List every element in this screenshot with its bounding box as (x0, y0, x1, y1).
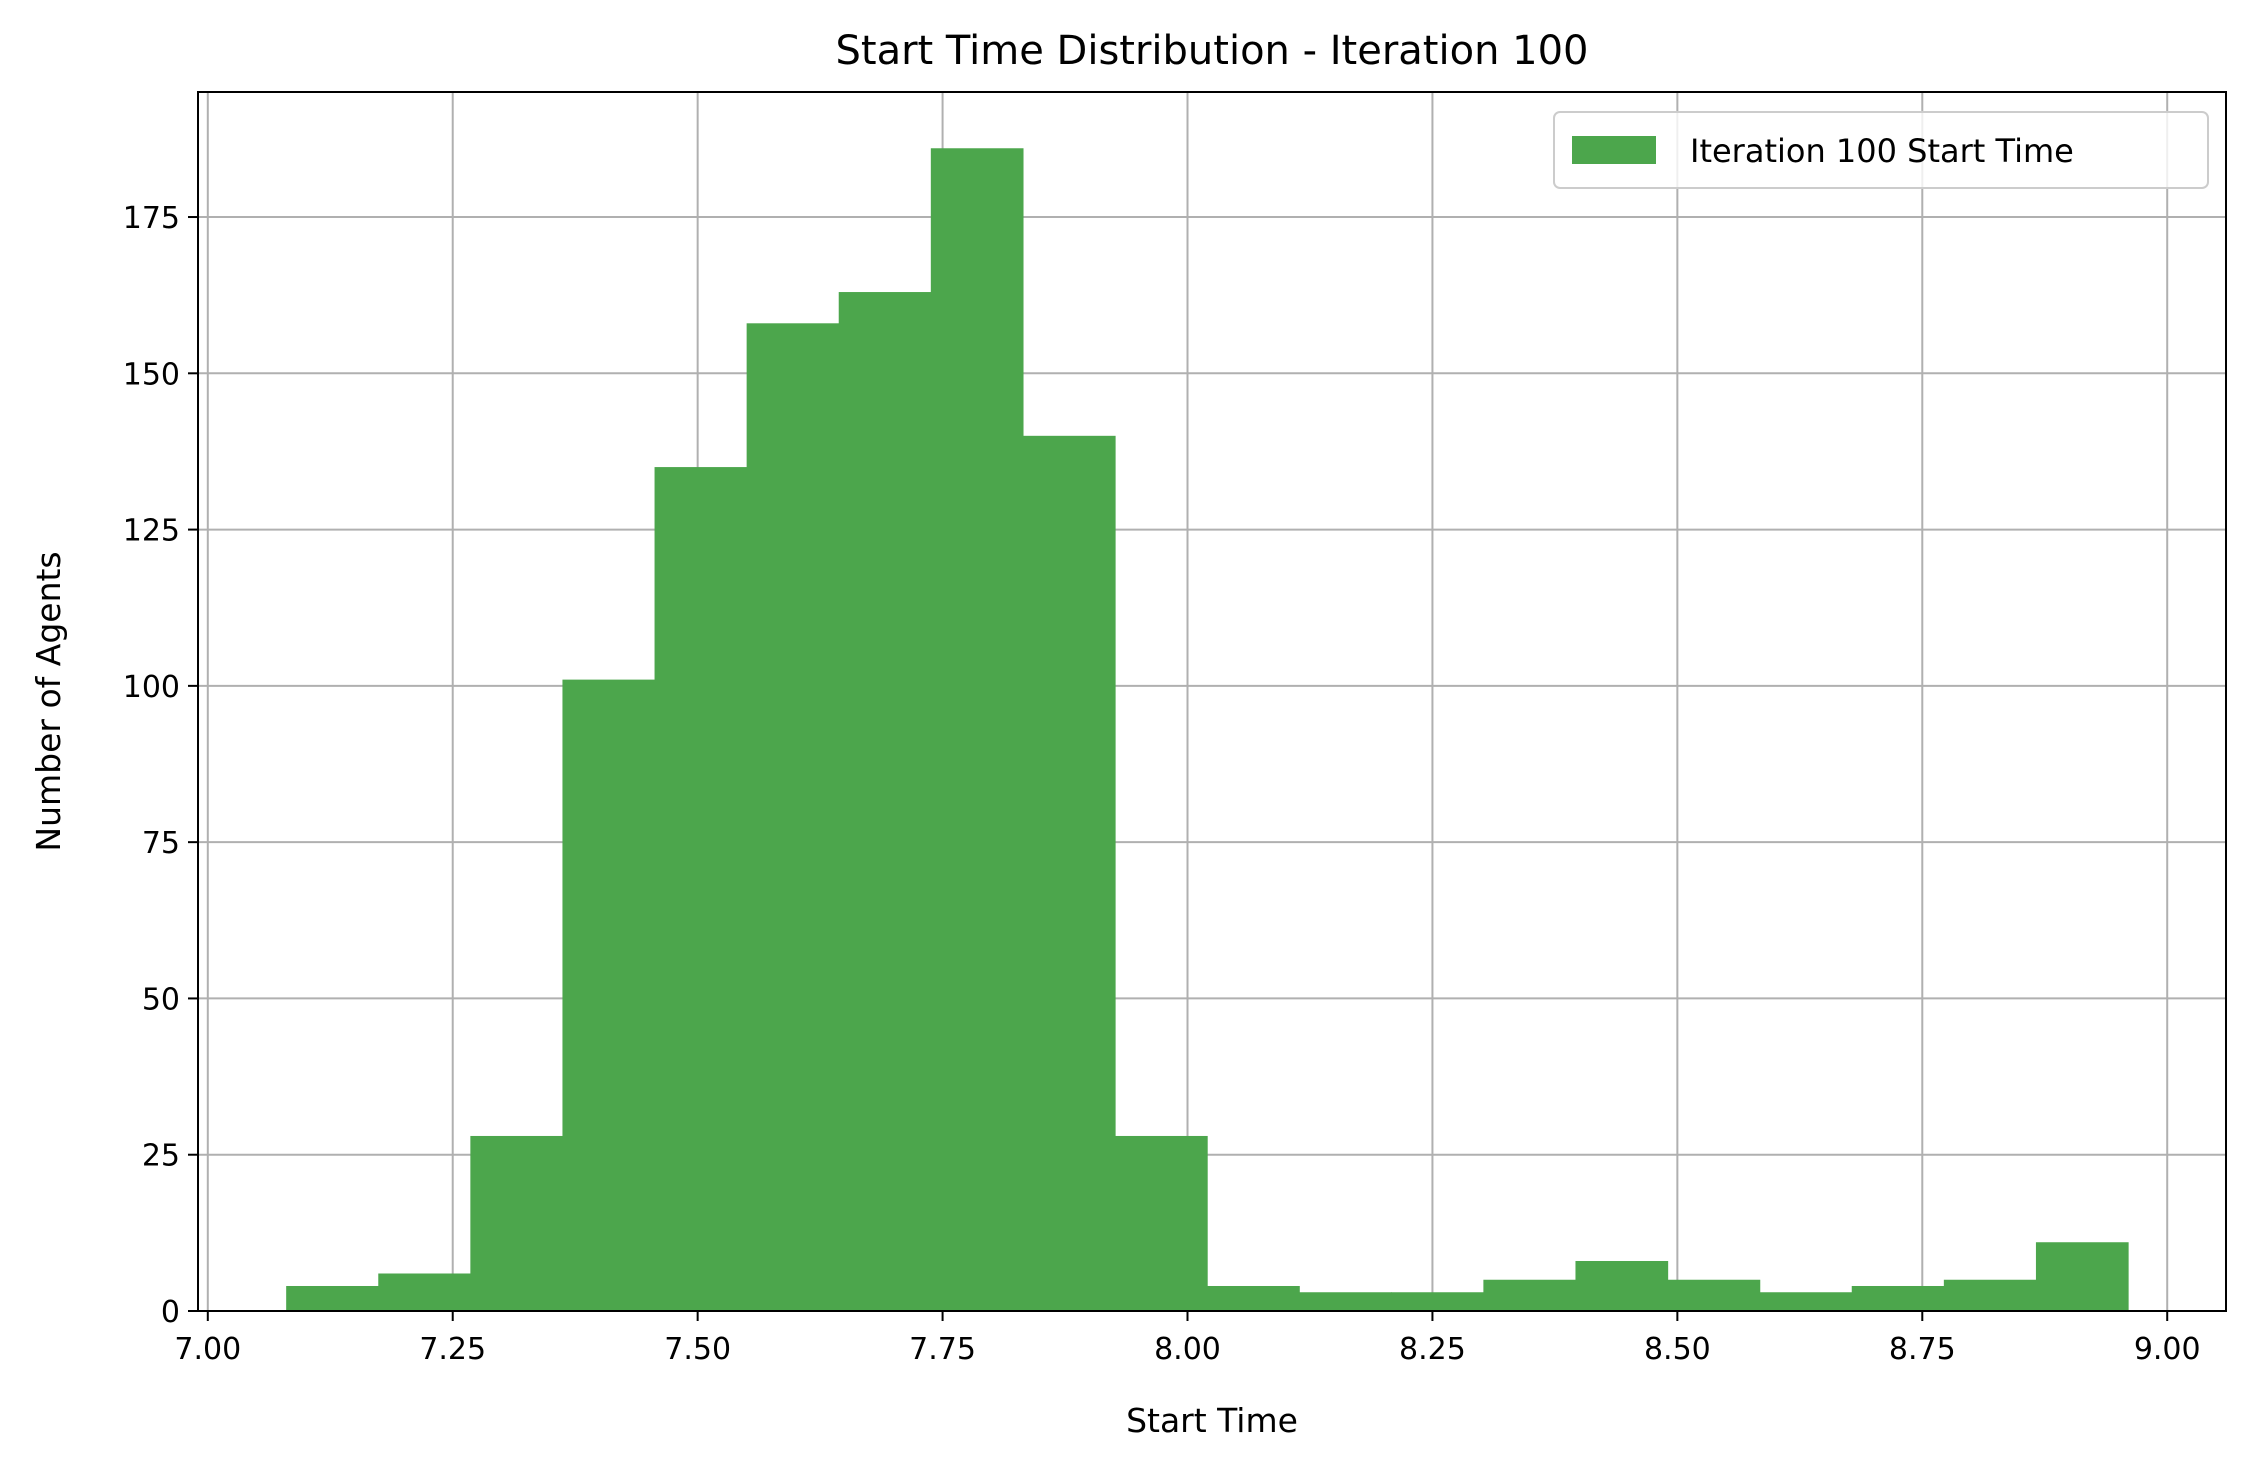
plot-area-frame (197, 91, 2227, 1312)
x-tick-label: 7.25 (419, 1332, 486, 1367)
histogram-bar (378, 1273, 471, 1311)
y-tick-label: 175 (123, 201, 180, 236)
histogram-bar (930, 148, 1024, 1312)
histogram-bar (2035, 1242, 2129, 1311)
histogram-bar (286, 1285, 379, 1311)
histogram-bar (1667, 1279, 1761, 1311)
x-tick-label: 7.75 (909, 1332, 976, 1367)
histogram-bar (470, 1135, 564, 1311)
x-axis-ticks: 7.00 7.25 7.50 7.75 8.00 8.25 8.50 8.75 9.00 (174, 1311, 2201, 1367)
histogram-bar (1943, 1279, 2037, 1311)
histogram-bar (1483, 1279, 1577, 1311)
y-tick-label: 125 (123, 514, 180, 549)
x-tick-label: 7.50 (664, 1332, 731, 1367)
x-tick-label: 8.25 (1399, 1332, 1466, 1367)
y-axis-ticks: 0 25 50 75 100 125 150 175 (123, 201, 198, 1330)
histogram-bar (1575, 1260, 1669, 1311)
x-axis-label: Start Time (1126, 1401, 1298, 1440)
histogram-bar (654, 467, 748, 1312)
y-tick-label: 50 (142, 982, 180, 1017)
histogram-bar (1022, 435, 1116, 1311)
histogram-bar (1299, 1292, 1392, 1311)
x-tick-label: 9.00 (2134, 1332, 2201, 1367)
histogram-bar (746, 323, 840, 1311)
histogram-bar (838, 292, 932, 1311)
histogram-bar (1391, 1292, 1484, 1311)
histogram-bar (1115, 1135, 1208, 1311)
x-tick-label: 8.75 (1889, 1332, 1956, 1367)
y-tick-label: 75 (142, 826, 180, 861)
histogram-bar (1207, 1285, 1300, 1311)
legend: Iteration 100 Start Time (1553, 111, 2209, 189)
y-tick-label: 25 (142, 1139, 180, 1174)
legend-swatch (1572, 136, 1656, 164)
histogram-bar (1851, 1285, 1945, 1311)
x-tick-label: 7.00 (174, 1332, 241, 1367)
histogram-bar (1759, 1292, 1853, 1311)
legend-box (1553, 111, 2209, 189)
y-tick-label: 150 (123, 357, 180, 392)
y-tick-label: 0 (161, 1295, 180, 1330)
y-tick-label: 100 (123, 670, 180, 705)
x-tick-label: 8.50 (1644, 1332, 1711, 1367)
legend-entry-label: Iteration 100 Start Time (1690, 132, 2074, 170)
x-tick-label: 8.00 (1154, 1332, 1221, 1367)
chart-title: Start Time Distribution - Iteration 100 (836, 28, 1589, 74)
histogram-bar (562, 679, 656, 1311)
bars (286, 148, 2129, 1312)
y-axis-label: Number of Agents (29, 551, 68, 851)
